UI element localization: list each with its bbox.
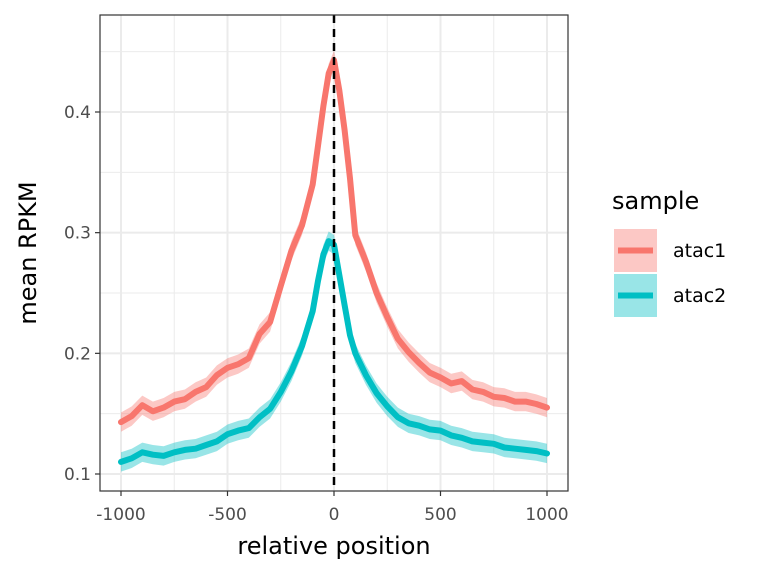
legend-label: atac1 bbox=[673, 240, 726, 262]
legend-title: sample bbox=[612, 187, 699, 215]
y-tick-label: 0.2 bbox=[64, 344, 91, 364]
y-tick-label: 0.4 bbox=[64, 103, 91, 123]
ribbon-atac1 bbox=[121, 50, 547, 432]
legend-key-atac1 bbox=[614, 229, 657, 272]
legend-label: atac2 bbox=[673, 285, 726, 307]
x-tick-label: 1000 bbox=[525, 505, 568, 525]
legend: atac1 atac2 bbox=[614, 229, 726, 317]
x-tick-label: -1000 bbox=[96, 505, 145, 525]
x-axis-ticks: -1000 -500 0 500 1000 bbox=[96, 491, 569, 525]
y-tick-label: 0.3 bbox=[64, 224, 91, 244]
legend-key-atac2 bbox=[614, 274, 657, 317]
x-axis-title: relative position bbox=[237, 532, 430, 560]
x-tick-label: -500 bbox=[208, 505, 247, 525]
y-axis-title: mean RPKM bbox=[14, 181, 42, 324]
x-tick-label: 500 bbox=[424, 505, 456, 525]
y-axis-ticks: 0.1 0.2 0.3 0.4 bbox=[64, 103, 100, 485]
x-tick-label: 0 bbox=[329, 505, 340, 525]
y-tick-label: 0.1 bbox=[64, 465, 91, 485]
